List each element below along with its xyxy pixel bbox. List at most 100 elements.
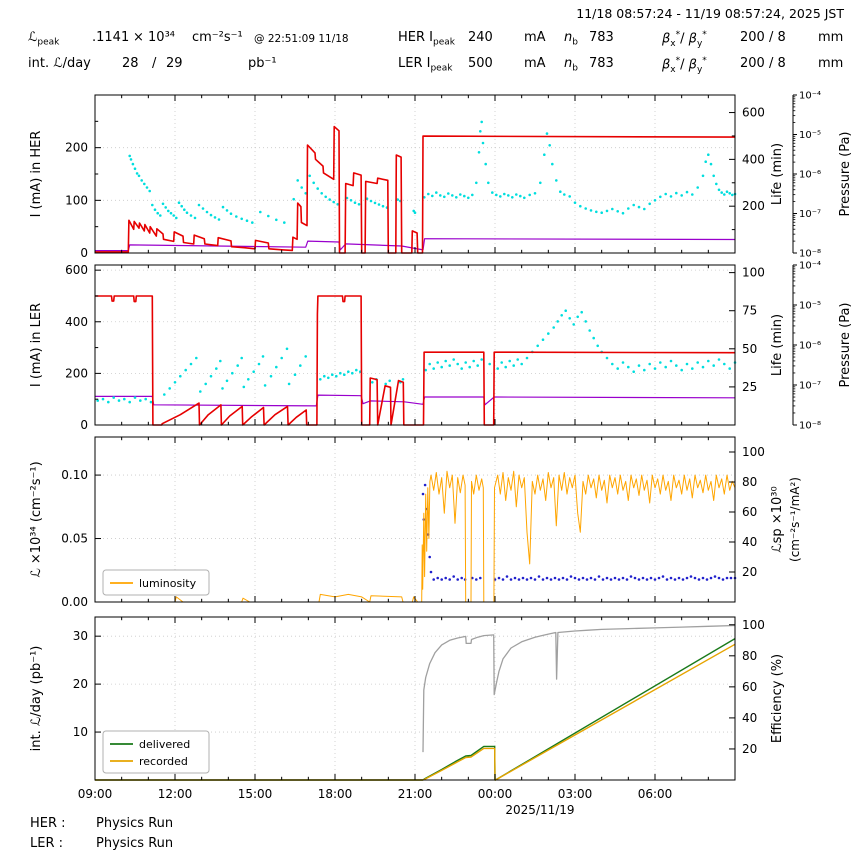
svg-text:I (mA) in LER: I (mA) in LER <box>29 303 44 387</box>
svg-text:50: 50 <box>742 342 757 356</box>
svg-text:100: 100 <box>742 266 765 280</box>
ler-nb-label: nb <box>564 56 578 74</box>
svg-text:06:00: 06:00 <box>638 787 673 801</box>
svg-text:0.10: 0.10 <box>61 468 88 482</box>
svg-text:20: 20 <box>742 742 757 756</box>
panel-lumi: 0.00 0.05 0.10 20 40 60 80 100 ℒ ×10³⁴ (cm⁻²s⁻¹)… <box>29 436 802 609</box>
ler-run-value: Physics Run <box>96 836 174 851</box>
svg-text:10⁻⁴: 10⁻⁴ <box>799 261 821 272</box>
ler-ipeak-label: LER Ipeak <box>398 56 453 74</box>
ler-run-label: LER : <box>30 836 64 851</box>
her-lifetime-scatter <box>128 120 737 224</box>
svg-text:ℒ ×10³⁴ (cm⁻²s⁻¹): ℒ ×10³⁴ (cm⁻²s⁻¹) <box>29 461 44 577</box>
intlum-delivered: 29 <box>166 56 183 71</box>
svg-text:10⁻⁷: 10⁻⁷ <box>799 381 821 392</box>
lpeak-timestamp: @ 22:51:09 11/18 <box>254 33 349 45</box>
ler-pressure-line <box>95 394 736 407</box>
svg-text:10⁻⁶: 10⁻⁶ <box>799 170 821 181</box>
svg-text:200: 200 <box>65 366 88 380</box>
svg-text:Pressure (Pa): Pressure (Pa) <box>838 302 853 387</box>
x-axis-labels: 09:00 12:00 15:00 18:00 21:00 00:00 03:00 06:00… <box>78 787 673 817</box>
panel-ler: 0 200 400 600 25 50 75 100 I (mA) in LER Life (mi… <box>29 261 853 433</box>
svg-text:10⁻⁸: 10⁻⁸ <box>799 421 821 432</box>
svg-text:00:00: 00:00 <box>478 787 513 801</box>
svg-text:18:00: 18:00 <box>318 787 353 801</box>
her-beta-label: βx*/ βy* <box>662 30 707 49</box>
svg-text:10⁻⁵: 10⁻⁵ <box>799 130 821 141</box>
intlum-slash: / <box>152 56 157 71</box>
ler-beta-unit: mm <box>818 56 844 71</box>
svg-text:0: 0 <box>80 246 88 260</box>
ler-ipeak-value: 500 <box>468 56 493 71</box>
svg-text:75: 75 <box>742 304 757 318</box>
svg-text:40: 40 <box>742 711 757 725</box>
intlum-recorded: 28 <box>122 56 139 71</box>
svg-text:200: 200 <box>65 141 88 155</box>
svg-text:recorded: recorded <box>139 755 188 768</box>
svg-text:60: 60 <box>742 680 757 694</box>
svg-text:0: 0 <box>80 418 88 432</box>
svg-text:10⁻⁵: 10⁻⁵ <box>799 301 821 312</box>
panel-intlum: 10 20 30 20 40 60 80 100 int. ℒ/day (pb⁻¹) Effici… <box>29 616 785 781</box>
svg-text:Life (min): Life (min) <box>770 314 785 376</box>
svg-text:400: 400 <box>742 152 765 166</box>
svg-text:Life (min): Life (min) <box>770 143 785 205</box>
svg-text:09:00: 09:00 <box>78 787 113 801</box>
ler-ipeak-unit: mA <box>524 56 546 71</box>
her-current-line <box>95 125 736 254</box>
svg-text:luminosity: luminosity <box>139 577 197 590</box>
panel-her: 0 100 200 200 400 600 I (mA) in HER Life (min) 1… <box>29 91 853 261</box>
svg-text:25: 25 <box>742 380 757 394</box>
svg-text:10⁻⁷: 10⁻⁷ <box>799 209 821 220</box>
svg-text:10⁻⁶: 10⁻⁶ <box>799 341 821 352</box>
specific-luminosity-scatter <box>421 483 737 581</box>
lpeak-unit: cm⁻²s⁻¹ <box>192 30 243 45</box>
luminosity-line <box>95 470 736 603</box>
svg-text:ℒsp ×10³⁰: ℒsp ×10³⁰ <box>770 486 785 552</box>
svg-text:0.00: 0.00 <box>61 595 88 609</box>
her-nb-label: nb <box>564 30 578 48</box>
svg-text:600: 600 <box>65 263 88 277</box>
svg-text:Efficiency (%): Efficiency (%) <box>770 654 785 743</box>
svg-text:20: 20 <box>742 565 757 579</box>
intlum-unit: pb⁻¹ <box>248 56 277 71</box>
svg-text:21:00: 21:00 <box>398 787 433 801</box>
date-range-label: 11/18 08:57:24 - 11/19 08:57:24, 2025 JS… <box>576 6 844 21</box>
efficiency-line <box>422 624 736 753</box>
ler-nb-value: 783 <box>589 56 614 71</box>
svg-text:0.05: 0.05 <box>61 532 88 546</box>
svg-text:60: 60 <box>742 505 757 519</box>
svg-text:100: 100 <box>65 193 88 207</box>
ler-beta-label: βx*/ βy* <box>662 56 707 75</box>
svg-text:2025/11/19: 2025/11/19 <box>505 803 574 817</box>
svg-text:40: 40 <box>742 535 757 549</box>
svg-text:80: 80 <box>742 475 757 489</box>
svg-text:600: 600 <box>742 106 765 120</box>
her-run-value: Physics Run <box>96 816 174 831</box>
svg-text:03:00: 03:00 <box>558 787 593 801</box>
her-beta-value: 200 / 8 <box>740 30 786 45</box>
svg-text:10⁻⁴: 10⁻⁴ <box>799 91 821 102</box>
svg-text:delivered: delivered <box>139 738 190 751</box>
svg-text:Pressure (Pa): Pressure (Pa) <box>838 131 853 216</box>
svg-text:(cm⁻²s⁻¹/mA²): (cm⁻²s⁻¹/mA²) <box>788 477 802 562</box>
svg-text:10: 10 <box>73 725 88 739</box>
svg-text:100: 100 <box>742 445 765 459</box>
ler-beta-value: 200 / 8 <box>740 56 786 71</box>
lpeak-label: ℒpeak <box>28 30 60 48</box>
her-ipeak-unit: mA <box>524 30 546 45</box>
svg-text:80: 80 <box>742 649 757 663</box>
lpeak-factor: × 10³⁴ <box>133 30 175 45</box>
svg-text:400: 400 <box>65 315 88 329</box>
ler-current-line <box>95 295 736 426</box>
her-nb-value: 783 <box>589 30 614 45</box>
svg-text:10⁻⁸: 10⁻⁸ <box>799 249 821 260</box>
ler-lifetime-scatter <box>96 309 737 404</box>
svg-text:I (mA) in HER: I (mA) in HER <box>29 131 44 218</box>
svg-text:200: 200 <box>742 199 765 213</box>
intlum-label: int. ℒ/day <box>28 56 91 71</box>
svg-text:15:00: 15:00 <box>238 787 273 801</box>
her-run-label: HER : <box>30 816 66 831</box>
